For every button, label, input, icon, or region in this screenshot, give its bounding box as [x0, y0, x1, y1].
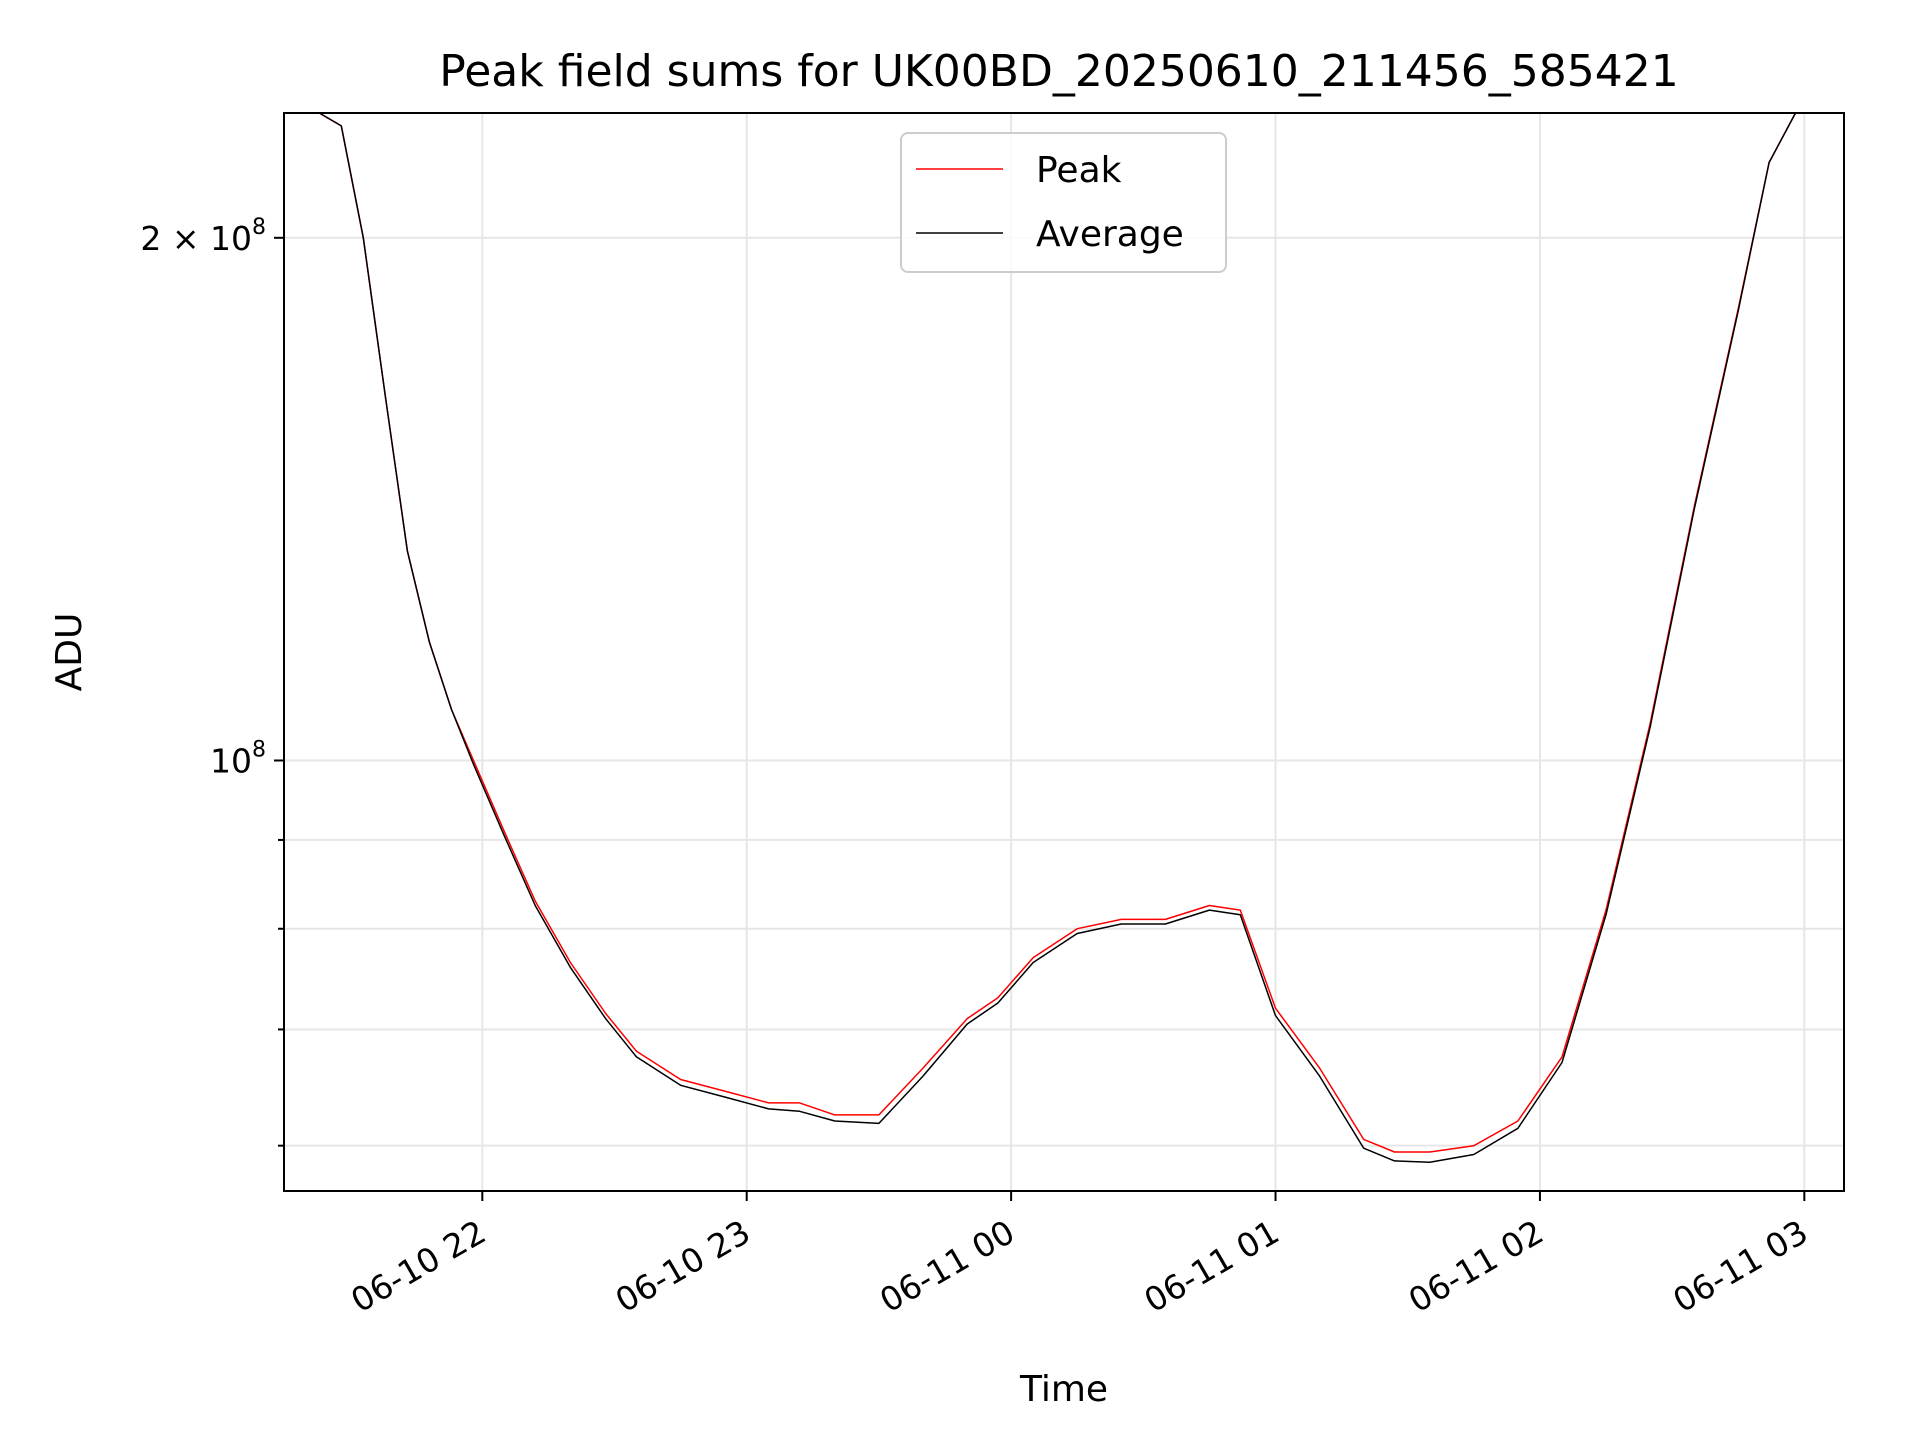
grid-lines [284, 113, 1844, 1191]
x-axis-label: Time [1019, 1369, 1108, 1410]
plot-series [284, 112, 1844, 1163]
tick-exponent: 8 [252, 215, 266, 240]
series-line-average [284, 112, 1844, 1163]
legend-label-average: Average [1036, 214, 1184, 255]
y-tick-label: 108 [210, 737, 266, 780]
legend-box [900, 132, 1227, 273]
tick-exponent: 8 [252, 737, 266, 762]
tick-base: 10 [210, 741, 252, 780]
legend-label-peak: Peak [1036, 150, 1122, 191]
tick-base: 10 [210, 219, 252, 258]
tick-mantissa: 2 × [140, 219, 210, 258]
chart-title: Peak field sums for UK00BD_20250610_2114… [439, 46, 1678, 97]
plot-frame [283, 112, 1845, 1192]
legend: Peak Average [900, 132, 1227, 273]
y-axis-label: ADU [49, 613, 90, 692]
y-tick-label: 2 × 108 [140, 215, 266, 258]
